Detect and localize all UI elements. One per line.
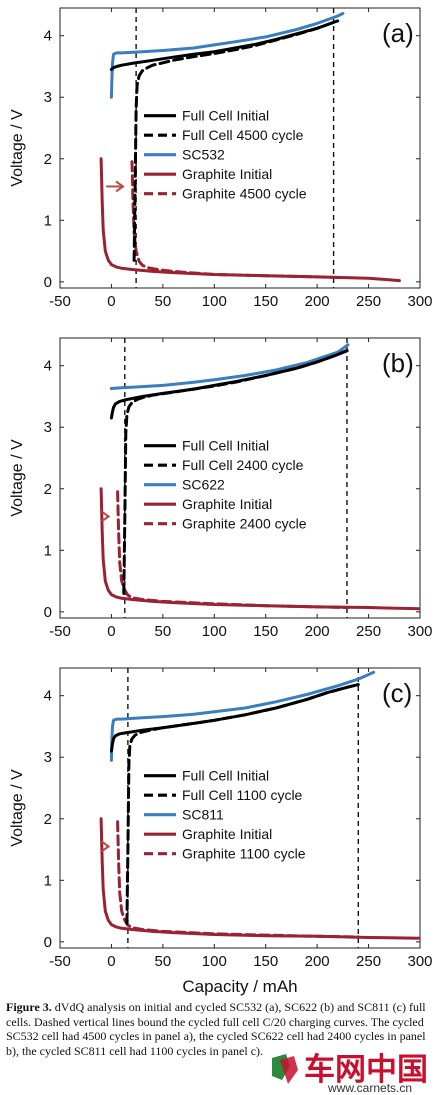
watermark: 车网中国 www.carnets.cn [272, 1052, 428, 1094]
x-tick-label: 0 [107, 293, 115, 310]
y-tick-label: 3 [44, 419, 52, 436]
caption-text: dVdQ analysis on initial and cycled SC53… [6, 1000, 426, 1058]
legend-label: Graphite Initial [182, 496, 272, 512]
x-tick-label: -50 [49, 293, 71, 310]
y-tick-label: 4 [44, 358, 52, 375]
legend-label: Full Cell 2400 cycle [182, 457, 304, 473]
y-tick-label: 1 [44, 872, 52, 889]
caption-label: Figure 3. [6, 1000, 52, 1014]
legend-label: Full Cell 1100 cycle [182, 787, 303, 803]
x-tick-label: 300 [407, 293, 432, 310]
y-tick-label: 1 [44, 212, 52, 229]
plot-frame [59, 7, 421, 289]
series-line-2 [122, 349, 349, 595]
legend-label: Full Cell Initial [182, 768, 269, 784]
x-tick-label: 250 [356, 953, 381, 970]
y-axis-label: Voltage / V [9, 769, 26, 847]
series-line-3 [109, 12, 345, 99]
shift-arrow-head-icon [101, 840, 111, 853]
legend-label: Graphite Initial [182, 826, 272, 842]
y-tick-label: 1 [44, 542, 52, 559]
x-tick-label: 50 [155, 293, 172, 310]
x-tick-label: 100 [202, 623, 227, 640]
x-tick-label: -50 [49, 623, 71, 640]
y-tick-label: 3 [44, 749, 52, 766]
x-tick-label: 150 [253, 293, 278, 310]
chart-panel-1: -50 0 50 100 150 200 250 300 0 1 2 3 4 Voltage / V (a)… [9, 7, 433, 310]
watermark-url: www.carnets.cn [327, 1081, 412, 1094]
y-axis-label: Voltage / V [9, 439, 26, 517]
legend-label: SC532 [182, 147, 225, 163]
x-tick-label: 0 [107, 953, 115, 970]
plot-frame [59, 337, 421, 619]
x-tick-label: 300 [407, 623, 432, 640]
legend-label: Full Cell Initial [182, 108, 269, 124]
series-line-5 [116, 490, 350, 609]
chart-panel-2: -50 0 50 100 150 200 250 300 0 1 2 3 4 Voltage / V (b)… [9, 337, 433, 640]
x-tick-label: -50 [49, 953, 71, 970]
watermark-text: 车网中国 [304, 1052, 428, 1088]
x-tick-label: 200 [305, 623, 330, 640]
shift-arrow-head-icon [101, 510, 111, 523]
series-line-3 [109, 670, 376, 762]
x-tick-label: 50 [155, 953, 172, 970]
y-tick-label: 2 [44, 481, 52, 498]
legend-label: Full Cell Initial [182, 438, 269, 454]
plot-frame [59, 667, 421, 949]
x-tick-label: 150 [253, 623, 278, 640]
series-line-2 [125, 683, 360, 925]
legend-label: SC622 [182, 477, 225, 493]
y-tick-label: 4 [44, 688, 52, 705]
series-line-5 [116, 820, 360, 939]
x-tick-label: 200 [305, 293, 330, 310]
figure-caption: Figure 3. dVdQ analysis on initial and c… [6, 1000, 434, 1058]
x-tick-label: 0 [107, 623, 115, 640]
y-tick-label: 2 [44, 811, 52, 828]
panel-label: (b) [382, 348, 414, 378]
x-tick-label: 100 [202, 293, 227, 310]
legend-label: Graphite 4500 cycle [182, 186, 307, 202]
y-tick-label: 2 [44, 151, 52, 168]
x-tick-label: 250 [356, 293, 381, 310]
x-axis-label: Capacity / mAh [182, 977, 297, 996]
watermark-logo-icon [272, 1054, 298, 1084]
y-tick-label: 0 [44, 274, 52, 291]
legend-label: SC811 [182, 807, 224, 823]
panel-label: (c) [382, 678, 412, 708]
series-line-3 [109, 343, 350, 390]
series-line-2 [132, 20, 336, 262]
y-tick-label: 3 [44, 89, 52, 106]
y-tick-label: 0 [44, 604, 52, 621]
series-line-1 [109, 19, 340, 71]
shift-arrow-head-icon [115, 180, 125, 193]
panel-label: (a) [382, 18, 414, 48]
legend-label: Graphite 1100 cycle [182, 846, 306, 862]
y-axis-label: Voltage / V [9, 109, 26, 187]
x-tick-label: 200 [305, 953, 330, 970]
legend-label: Graphite Initial [182, 166, 272, 182]
x-tick-label: 300 [407, 953, 432, 970]
x-tick-label: 150 [253, 953, 278, 970]
legend-label: Graphite 2400 cycle [182, 516, 307, 532]
x-tick-label: 50 [155, 623, 172, 640]
y-tick-label: 0 [44, 934, 52, 951]
x-tick-label: 100 [202, 953, 227, 970]
y-tick-label: 4 [44, 28, 52, 45]
legend-label: Full Cell 4500 cycle [182, 127, 304, 143]
x-tick-label: 250 [356, 623, 381, 640]
chart-panel-3: -50 0 50 100 150 200 250 300 0 1 2 3 4 Voltage / V Cap… [9, 667, 433, 996]
